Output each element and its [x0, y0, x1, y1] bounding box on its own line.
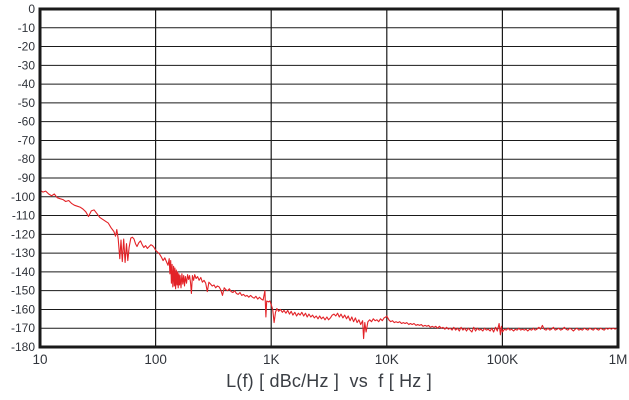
- y-tick-label: -10: [18, 21, 36, 35]
- y-tick-label: -100: [11, 190, 35, 204]
- y-tick-label: -160: [11, 302, 35, 316]
- y-tick-label: -130: [11, 246, 35, 260]
- y-tick-label: -150: [11, 284, 35, 298]
- x-tick-label: 10K: [375, 352, 399, 367]
- x-tick-label: 10: [32, 352, 47, 367]
- y-tick-label: -180: [11, 340, 35, 354]
- y-tick-label: -60: [18, 115, 36, 129]
- y-tick-label: -50: [18, 96, 36, 110]
- y-tick-label: -40: [18, 77, 36, 91]
- x-tick-label: 100K: [487, 352, 519, 367]
- phase-noise-curve: [39, 189, 619, 340]
- x-tick-label: 1M: [609, 352, 628, 367]
- y-tick-label: -20: [18, 40, 36, 54]
- y-tick-label: -120: [11, 227, 35, 241]
- y-tick-label: -170: [11, 321, 35, 335]
- y-tick-label: -80: [18, 152, 36, 166]
- x-tick-label: 1K: [263, 352, 280, 367]
- y-tick-label: -140: [11, 265, 35, 279]
- y-tick-label: 0: [28, 2, 35, 16]
- y-tick-label: -70: [18, 133, 36, 147]
- x-tick-label: 100: [144, 352, 167, 367]
- y-tick-label: -90: [18, 171, 36, 185]
- y-tick-label: -110: [12, 209, 35, 223]
- plot-border: [38, 7, 620, 349]
- chart-title: L(f) [ dBc/Hz ] vs f [ Hz ]: [226, 371, 432, 391]
- y-tick-label: -30: [18, 58, 36, 72]
